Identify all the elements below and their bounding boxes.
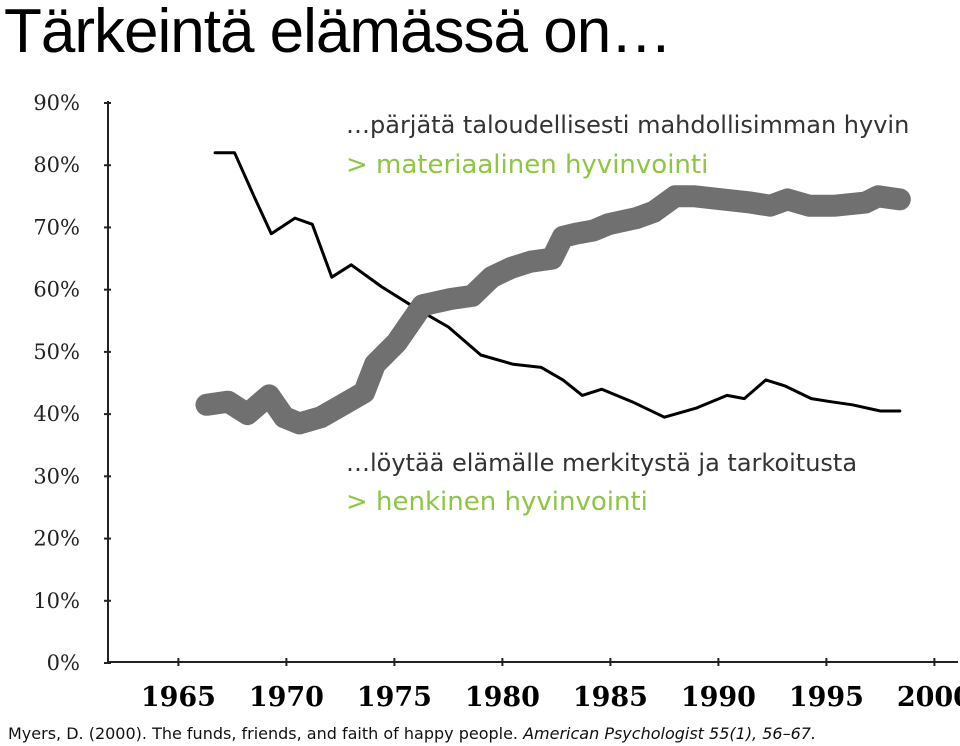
x-tick-label: 2000 xyxy=(897,682,960,713)
spiritual-series-line xyxy=(195,185,911,435)
y-tick-label: 20% xyxy=(33,527,80,551)
x-tick-label: 1995 xyxy=(789,682,864,713)
y-tick-label: 50% xyxy=(33,340,80,364)
source-journal: American Psychologist 55(1), 56–67. xyxy=(523,724,817,743)
y-tick-label: 40% xyxy=(33,402,80,426)
y-tick-label: 10% xyxy=(33,589,80,613)
material-annotation-line2: > materiaalinen hyvinvointi xyxy=(346,150,708,180)
x-tick-label: 1970 xyxy=(249,682,324,713)
x-tick-label: 1980 xyxy=(465,682,540,713)
y-tick-label: 70% xyxy=(33,215,80,239)
source-text: Myers, D. (2000). The funds, friends, an… xyxy=(8,724,524,743)
y-tick-label: 80% xyxy=(33,153,80,177)
spiritual-annotation-line1: …löytää elämälle merkitystä ja tarkoitus… xyxy=(346,449,857,477)
material-series-line xyxy=(213,151,902,419)
spiritual-annotation-line2: > henkinen hyvinvointi xyxy=(346,487,648,517)
x-tick-label: 1990 xyxy=(681,682,756,713)
y-tick-label: 30% xyxy=(33,464,80,488)
source-citation: Myers, D. (2000). The funds, friends, an… xyxy=(8,724,816,743)
x-tick-label: 1985 xyxy=(573,682,648,713)
x-tick-label: 1965 xyxy=(141,682,216,713)
y-tick-label: 60% xyxy=(33,278,80,302)
y-tick-label: 0% xyxy=(47,651,80,675)
x-tick-label: 1975 xyxy=(357,682,432,713)
material-annotation-line1: …pärjätä taloudellisesti mahdollisimman … xyxy=(346,111,909,139)
y-tick-label: 90% xyxy=(33,91,80,115)
chart-title: Tärkeintä elämässä on… xyxy=(4,0,672,66)
